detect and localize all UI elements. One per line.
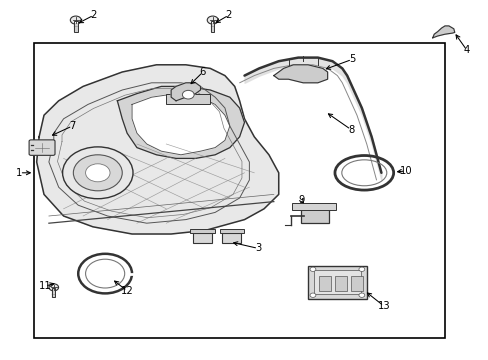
Circle shape <box>207 16 218 24</box>
Text: 11: 11 <box>39 281 51 291</box>
Bar <box>210 21 214 32</box>
Bar <box>307 266 366 299</box>
FancyBboxPatch shape <box>29 140 55 156</box>
Bar <box>222 233 241 243</box>
Text: 8: 8 <box>347 125 353 135</box>
Circle shape <box>182 90 194 99</box>
Polygon shape <box>171 83 200 101</box>
Polygon shape <box>132 94 229 155</box>
Text: 6: 6 <box>199 67 206 77</box>
Bar <box>52 288 55 297</box>
Text: 1: 1 <box>16 168 23 178</box>
Circle shape <box>358 293 364 297</box>
Bar <box>334 276 346 291</box>
Circle shape <box>73 155 122 191</box>
Text: 9: 9 <box>297 195 304 205</box>
Bar <box>350 276 362 291</box>
Bar <box>219 229 244 233</box>
Text: 12: 12 <box>121 286 133 296</box>
Circle shape <box>85 164 110 182</box>
Bar <box>193 233 211 243</box>
Text: 2: 2 <box>225 10 232 20</box>
Bar <box>34 43 444 338</box>
Bar <box>74 21 78 32</box>
Text: 5: 5 <box>348 54 355 64</box>
Text: 13: 13 <box>377 301 389 311</box>
Circle shape <box>62 147 133 199</box>
Text: 10: 10 <box>399 166 411 176</box>
Bar <box>190 229 214 233</box>
Polygon shape <box>432 26 454 38</box>
Circle shape <box>309 267 315 271</box>
Circle shape <box>70 16 81 24</box>
Polygon shape <box>273 65 327 83</box>
Text: 2: 2 <box>90 10 97 20</box>
Polygon shape <box>37 65 278 234</box>
Bar <box>292 203 336 210</box>
Bar <box>166 94 210 104</box>
Bar <box>318 276 330 291</box>
Text: 7: 7 <box>69 121 76 131</box>
Bar <box>300 206 328 223</box>
Text: 3: 3 <box>255 243 261 253</box>
Circle shape <box>49 284 59 291</box>
Circle shape <box>309 293 315 297</box>
Text: 4: 4 <box>463 45 469 55</box>
Bar <box>313 270 360 294</box>
Polygon shape <box>117 86 244 158</box>
Circle shape <box>358 267 364 271</box>
